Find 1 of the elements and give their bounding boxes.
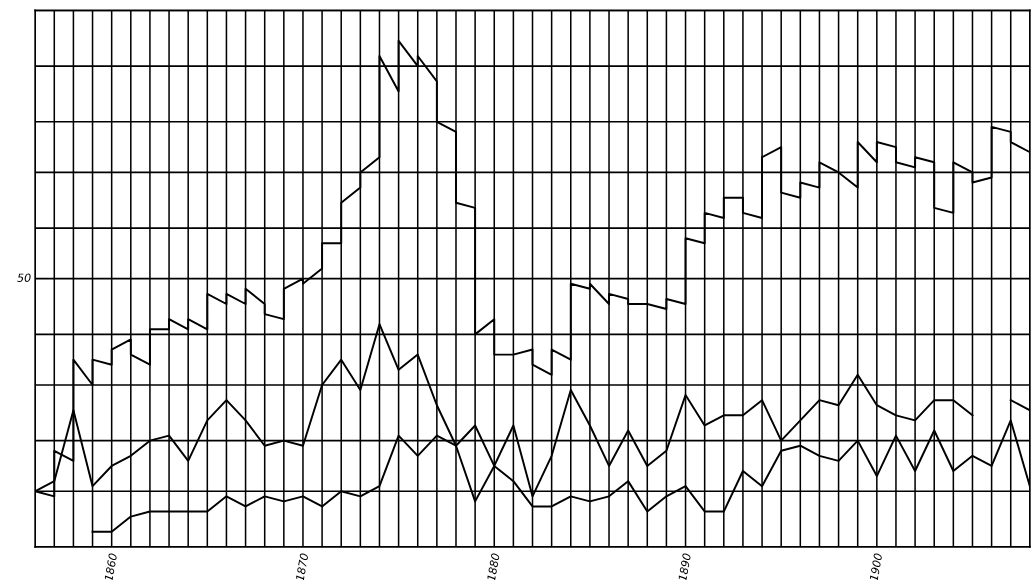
text: 50 [17,273,31,282]
